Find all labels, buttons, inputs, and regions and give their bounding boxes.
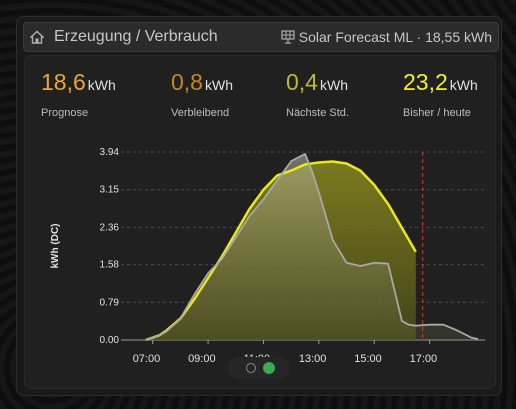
home-icon bbox=[29, 30, 45, 44]
stat-verbleibend: 0,8 kWh Verbleibend bbox=[171, 70, 233, 119]
x-tick-label: 09:00 bbox=[188, 353, 216, 365]
y-tick-label: 1.58 bbox=[100, 260, 120, 271]
stat-label: Verbleibend bbox=[171, 107, 230, 119]
stat-label: Bisher / heute bbox=[403, 107, 471, 119]
pagination-dots bbox=[228, 357, 290, 379]
page-dot-1[interactable] bbox=[246, 363, 256, 373]
stat-value: 18,6 bbox=[41, 69, 86, 95]
stat-unit: kWh bbox=[319, 77, 348, 93]
forecast-label: Solar Forecast ML · 18,55 kWh bbox=[298, 29, 492, 45]
stat-naechste-std: 0,4 kWh Nächste Std. bbox=[286, 70, 349, 119]
stat-label: Nächste Std. bbox=[286, 107, 349, 119]
stat-value: 0,4 bbox=[286, 69, 318, 95]
stat-unit: kWh bbox=[449, 77, 478, 93]
y-tick-label: 3.15 bbox=[100, 185, 120, 196]
stat-prognose: 18,6 kWh Prognose bbox=[41, 70, 116, 119]
y-tick-label: 3.94 bbox=[100, 147, 120, 158]
page-dot-2-active[interactable] bbox=[263, 362, 275, 374]
x-tick-label: 15:00 bbox=[354, 353, 382, 365]
actual-series-line bbox=[145, 153, 479, 341]
stat-value: 0,8 bbox=[171, 69, 203, 95]
x-tick-label: 13:00 bbox=[299, 353, 327, 365]
y-tick-label: 2.36 bbox=[100, 222, 120, 233]
stat-unit: kWh bbox=[87, 77, 116, 93]
x-tick-label: 17:00 bbox=[410, 353, 438, 365]
y-tick-label: 0.79 bbox=[100, 297, 120, 308]
x-tick-label: 07:00 bbox=[133, 353, 161, 365]
stat-unit: kWh bbox=[204, 77, 233, 93]
stat-bisher-heute: 23,2 kWh Bisher / heute bbox=[403, 70, 478, 119]
y-axis-label: kWh (DC) bbox=[50, 224, 61, 269]
stat-value: 23,2 bbox=[403, 69, 448, 95]
solar-panel-icon bbox=[281, 30, 295, 44]
card-title: Erzeugung / Verbrauch bbox=[54, 28, 218, 45]
stat-label: Prognose bbox=[41, 107, 89, 119]
card-header: Erzeugung / Verbrauch Solar Forecast ML … bbox=[23, 22, 499, 52]
y-tick-label: 0.00 bbox=[100, 335, 120, 346]
actual-series-area bbox=[145, 153, 479, 340]
